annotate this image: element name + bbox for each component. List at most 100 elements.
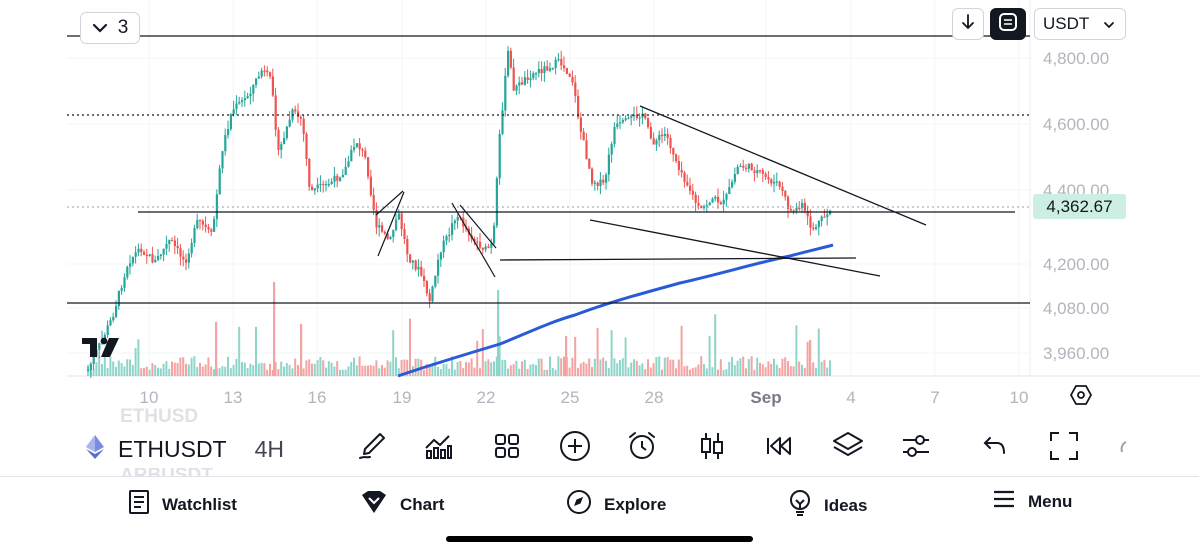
volume-bar <box>425 363 428 376</box>
more-tools-button[interactable] <box>1112 428 1132 468</box>
volume-bar <box>185 363 187 376</box>
volume-bar <box>498 336 501 376</box>
candle-body <box>498 133 501 179</box>
nav-menu[interactable]: Menu <box>992 489 1072 514</box>
candle-body <box>271 76 274 96</box>
candle-body <box>134 252 137 257</box>
candle-body <box>700 205 703 209</box>
volume-bar <box>302 368 305 376</box>
nav-ideas[interactable]: Ideas <box>788 489 867 522</box>
date-label: 19 <box>393 388 412 407</box>
volume-bar <box>817 328 820 376</box>
nav-chart[interactable]: Chart <box>360 489 444 520</box>
candle-body <box>207 227 210 230</box>
candle-body <box>675 154 678 162</box>
replay-button[interactable] <box>759 428 799 468</box>
volume-bar <box>546 369 549 376</box>
volume-bar <box>731 356 733 376</box>
candle-body <box>103 334 106 340</box>
candle-body <box>619 122 622 124</box>
candle-body <box>215 194 218 219</box>
add-button[interactable] <box>555 428 595 468</box>
candle-body <box>325 184 328 186</box>
axis-settings-button[interactable] <box>1066 382 1096 412</box>
price-chart[interactable]: 4,800.004,600.004,400.004,200.004,080.00… <box>0 0 1199 420</box>
candle-body <box>745 167 748 169</box>
nav-explore[interactable]: Explore <box>566 489 666 520</box>
candle-body <box>574 82 577 97</box>
candle-body <box>537 68 540 74</box>
volume-bar <box>229 368 232 376</box>
volume-bar <box>224 366 227 376</box>
volume-bar <box>101 364 103 376</box>
undo-button[interactable] <box>975 428 1015 468</box>
volume-bar <box>605 360 607 376</box>
date-label: 13 <box>224 388 243 407</box>
indicator-count: 3 <box>117 17 129 38</box>
candle-body <box>120 288 123 291</box>
volume-bar <box>381 364 383 376</box>
volume-bar <box>355 365 358 376</box>
volume-bar <box>448 368 451 376</box>
candle-body <box>792 210 795 212</box>
candle-body <box>305 133 308 159</box>
flag-line-2 <box>375 190 404 216</box>
candle-body <box>117 290 120 307</box>
alert-button[interactable] <box>622 428 662 468</box>
volume-bar <box>92 368 95 376</box>
date-label: 10 <box>1010 388 1029 407</box>
volume-bar <box>273 282 276 376</box>
volume-bar <box>666 357 669 376</box>
candle-body <box>753 170 756 174</box>
volume-bar <box>806 341 809 376</box>
candle-body <box>801 202 804 209</box>
volume-bar <box>540 358 543 376</box>
volume-bar <box>756 357 759 376</box>
chart-settings-button[interactable] <box>896 428 936 468</box>
fullscreen-button[interactable] <box>1044 428 1084 468</box>
candle-body <box>596 182 599 187</box>
volume-bar <box>327 361 330 376</box>
volume-bar <box>157 367 159 376</box>
brush-button[interactable] <box>352 428 392 468</box>
candle-body <box>434 275 437 287</box>
scroll-down-button[interactable] <box>952 8 984 40</box>
candle-body <box>697 202 700 206</box>
candle-body <box>714 196 717 199</box>
candle-body <box>809 216 812 228</box>
interval-selector[interactable]: 4H <box>254 436 285 462</box>
volume-bar <box>484 361 487 376</box>
candle-body <box>501 110 504 134</box>
symbol-selector[interactable]: ETHUSDT 4H <box>84 434 284 465</box>
tradingview-logo <box>82 334 128 366</box>
layers-button[interactable] <box>828 428 868 468</box>
volume-bar <box>823 359 826 376</box>
snapshot-button[interactable] <box>990 8 1026 40</box>
currency-select[interactable]: USDT <box>1034 8 1126 40</box>
candle-body <box>224 135 227 152</box>
indicators-button[interactable] <box>418 428 458 468</box>
candle-body <box>168 240 171 244</box>
volume-bar <box>708 335 711 376</box>
candle-body <box>274 95 277 130</box>
layouts-button[interactable] <box>487 428 527 468</box>
volume-bar <box>336 361 339 376</box>
candle-body <box>176 246 179 249</box>
chart-type-button[interactable] <box>692 428 732 468</box>
candle-body <box>330 181 333 185</box>
replay-icon <box>764 434 794 463</box>
volume-bar <box>509 365 512 376</box>
candle-body <box>431 286 434 302</box>
candle-body <box>229 114 232 130</box>
nav-watchlist[interactable]: Watchlist <box>128 489 237 520</box>
candle-body <box>201 220 204 225</box>
nav-chart-label: Chart <box>400 494 445 514</box>
volume-bar <box>672 359 675 376</box>
chart-area[interactable]: 4,800.00 4,600.00 4,400.00 4,200.00 4,080.00… <box>0 0 1199 420</box>
indicators-toggle[interactable]: 3 <box>80 12 140 44</box>
volume-bar <box>154 365 157 376</box>
candle-body <box>518 82 521 86</box>
volume-bar <box>288 365 291 376</box>
volume-bar <box>249 363 252 376</box>
candle-body <box>540 68 543 74</box>
